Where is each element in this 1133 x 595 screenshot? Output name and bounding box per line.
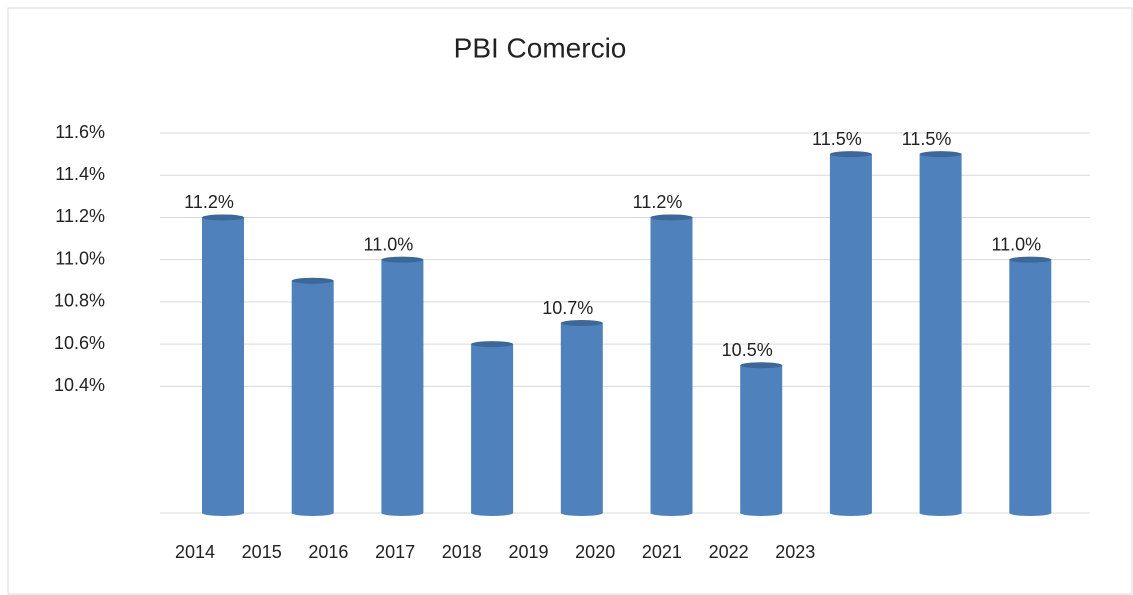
bar xyxy=(650,217,693,513)
y-tick-label: 11.0% xyxy=(55,248,105,268)
bar xyxy=(471,344,514,513)
chart-title: PBI Comercio xyxy=(454,32,627,63)
bar xyxy=(560,323,603,513)
bar-base xyxy=(471,510,514,516)
x-tick-label: 2019 xyxy=(508,542,548,562)
bar-cap xyxy=(1009,256,1052,263)
bar-base xyxy=(829,510,872,516)
bar-base xyxy=(381,510,424,516)
bar-cap xyxy=(381,256,424,263)
bar-base xyxy=(560,510,603,516)
data-label: 11.0% xyxy=(364,234,414,254)
data-label: 11.2% xyxy=(633,192,683,212)
x-tick-label: 2018 xyxy=(442,542,482,562)
bar xyxy=(202,217,244,513)
x-tick-label: 2014 xyxy=(175,542,215,562)
x-tick-label: 2021 xyxy=(642,542,682,562)
bar-cap xyxy=(919,151,962,158)
x-tick-label: 2017 xyxy=(375,542,415,562)
data-label: 11.5% xyxy=(902,129,952,149)
bar xyxy=(291,280,334,513)
bar-cap xyxy=(202,214,244,221)
bar-cap xyxy=(829,151,872,158)
y-tick-label: 11.2% xyxy=(55,206,105,226)
y-tick-label: 11.6% xyxy=(55,122,105,142)
bar xyxy=(381,259,424,513)
bar-cap xyxy=(560,320,603,326)
y-tick-label: 11.4% xyxy=(55,164,105,184)
x-tick-label: 2022 xyxy=(709,542,749,562)
bar xyxy=(919,154,962,513)
data-label: 11.5% xyxy=(812,129,862,149)
y-tick-label: 10.4% xyxy=(54,375,105,395)
bar xyxy=(740,365,783,513)
y-tick-label: 10.8% xyxy=(54,291,105,311)
bar xyxy=(829,154,872,513)
bar-base xyxy=(202,510,244,516)
bar xyxy=(1009,259,1052,513)
data-label: 11.0% xyxy=(991,234,1041,254)
y-tick-label: 10.6% xyxy=(54,333,105,353)
bar-base xyxy=(291,510,334,516)
data-label: 10.7% xyxy=(542,298,593,318)
bar-base xyxy=(919,510,962,516)
bar-base xyxy=(650,510,693,516)
bar-cap xyxy=(471,341,514,348)
bar-cap xyxy=(291,277,334,284)
data-label: 11.2% xyxy=(184,192,234,212)
bar-cap xyxy=(650,214,693,221)
x-tick-label: 2023 xyxy=(775,542,815,562)
bar-base xyxy=(1009,510,1052,516)
data-label: 10.5% xyxy=(722,340,773,360)
bar-cap xyxy=(740,362,783,369)
x-tick-label: 2020 xyxy=(575,542,615,562)
bar-base xyxy=(740,510,783,516)
x-tick-label: 2016 xyxy=(308,542,348,562)
x-tick-label: 2015 xyxy=(242,542,282,562)
